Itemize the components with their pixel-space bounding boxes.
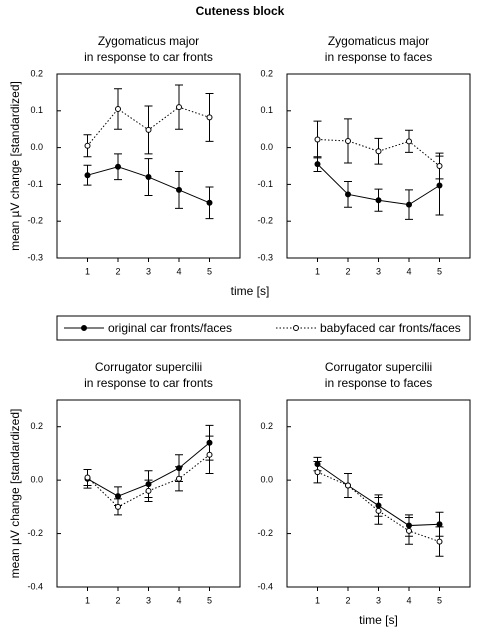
- y-tick-label: -0.2: [257, 216, 273, 226]
- data-point: [314, 136, 321, 143]
- y-tick-label: -0.2: [27, 216, 43, 226]
- y-tick-label: -0.1: [257, 179, 273, 189]
- data-point: [206, 199, 213, 206]
- panel-title: Zygomaticus major: [328, 34, 429, 48]
- figure-title: Cuteness block: [196, 4, 285, 18]
- y-tick-label: -0.4: [257, 581, 273, 591]
- data-point: [345, 137, 351, 144]
- y-tick-label: -0.2: [27, 528, 43, 538]
- x-tick-label: 1: [315, 266, 320, 276]
- x-tick-label: 3: [146, 595, 151, 605]
- legend-label: babyfaced car fronts/faces: [320, 321, 461, 335]
- x-tick-label: 3: [146, 266, 151, 276]
- y-tick-label: 0.2: [30, 421, 43, 431]
- y-tick-label: 0.0: [260, 475, 273, 485]
- x-tick-label: 5: [437, 266, 442, 276]
- x-tick-label: 1: [85, 266, 90, 276]
- data-point: [84, 474, 91, 481]
- y-tick-label: -0.1: [27, 179, 43, 189]
- y-tick-label: 0.0: [260, 142, 273, 152]
- data-point: [115, 493, 121, 500]
- data-point: [206, 451, 213, 458]
- y-tick-label: 0.2: [260, 68, 273, 78]
- data-point: [436, 521, 443, 528]
- panel-title: in response to car fronts: [84, 376, 213, 390]
- x-tick-label: 1: [315, 595, 320, 605]
- data-point: [436, 163, 443, 169]
- data-point: [115, 105, 121, 112]
- y-tick-label: -0.2: [257, 528, 273, 538]
- legend-label: original car fronts/faces: [108, 321, 232, 335]
- y-tick-label: 0.2: [260, 421, 273, 431]
- panel-title: in response to faces: [325, 376, 432, 390]
- x-tick-label: 2: [115, 595, 120, 605]
- x-tick-label: 5: [207, 266, 212, 276]
- data-point: [436, 182, 443, 189]
- legend-box: [56, 315, 471, 341]
- y-tick-label: -0.3: [27, 252, 43, 262]
- data-point: [406, 201, 412, 208]
- x-tick-label: 2: [115, 266, 120, 276]
- x-tick-label: 2: [345, 266, 350, 276]
- legend-marker: [81, 325, 87, 331]
- y-tick-label: 0.1: [260, 105, 273, 115]
- data-point: [345, 482, 351, 489]
- data-point: [375, 148, 382, 155]
- x-tick-label: 4: [406, 266, 411, 276]
- y-tick-label: 0.1: [30, 105, 43, 115]
- y-tick-label: 0.2: [30, 68, 43, 78]
- x-tick-label: 1: [85, 595, 90, 605]
- panel-title: in response to faces: [325, 50, 432, 64]
- data-point: [206, 114, 213, 121]
- data-point: [176, 475, 182, 482]
- panel-title: Zygomaticus major: [98, 34, 199, 48]
- plot-frame: [286, 399, 471, 588]
- data-point: [345, 191, 351, 198]
- x-tick-label: 4: [176, 266, 181, 276]
- y-tick-label: 0.0: [30, 475, 43, 485]
- data-point: [314, 161, 321, 168]
- data-point: [314, 469, 321, 476]
- data-point: [406, 138, 412, 145]
- data-point: [84, 142, 91, 149]
- plot-frame: [286, 73, 471, 259]
- x-tick-label: 4: [176, 595, 181, 605]
- data-point: [375, 197, 382, 204]
- data-point: [115, 503, 121, 510]
- data-point: [145, 174, 152, 181]
- x-tick-label: 2: [345, 595, 350, 605]
- data-point: [145, 487, 152, 494]
- y-tick-label: 0.0: [30, 142, 43, 152]
- data-point: [84, 172, 91, 179]
- data-point: [115, 163, 121, 170]
- series-line: [317, 471, 440, 543]
- x-tick-label: 5: [437, 595, 442, 605]
- panel-title: Corrugator supercilii: [325, 360, 432, 374]
- y-axis-label: mean µV change [standardized]: [8, 409, 22, 579]
- x-axis-label: time [s]: [231, 284, 270, 298]
- panel-title: in response to car fronts: [84, 50, 213, 64]
- data-point: [436, 538, 443, 545]
- x-tick-label: 3: [376, 595, 381, 605]
- data-point: [375, 507, 382, 514]
- y-axis-label: mean µV change [standardized]: [8, 81, 22, 251]
- series-line: [87, 454, 210, 508]
- x-axis-label: time [s]: [359, 613, 398, 627]
- x-tick-label: 3: [376, 266, 381, 276]
- legend-marker: [293, 325, 299, 331]
- data-point: [406, 527, 412, 534]
- data-point: [176, 186, 182, 193]
- data-point: [145, 126, 152, 133]
- data-point: [176, 104, 182, 111]
- x-tick-label: 5: [207, 595, 212, 605]
- x-tick-label: 4: [406, 595, 411, 605]
- panel-title: Corrugator supercilii: [95, 360, 202, 374]
- y-tick-label: -0.3: [257, 252, 273, 262]
- y-tick-label: -0.4: [27, 581, 43, 591]
